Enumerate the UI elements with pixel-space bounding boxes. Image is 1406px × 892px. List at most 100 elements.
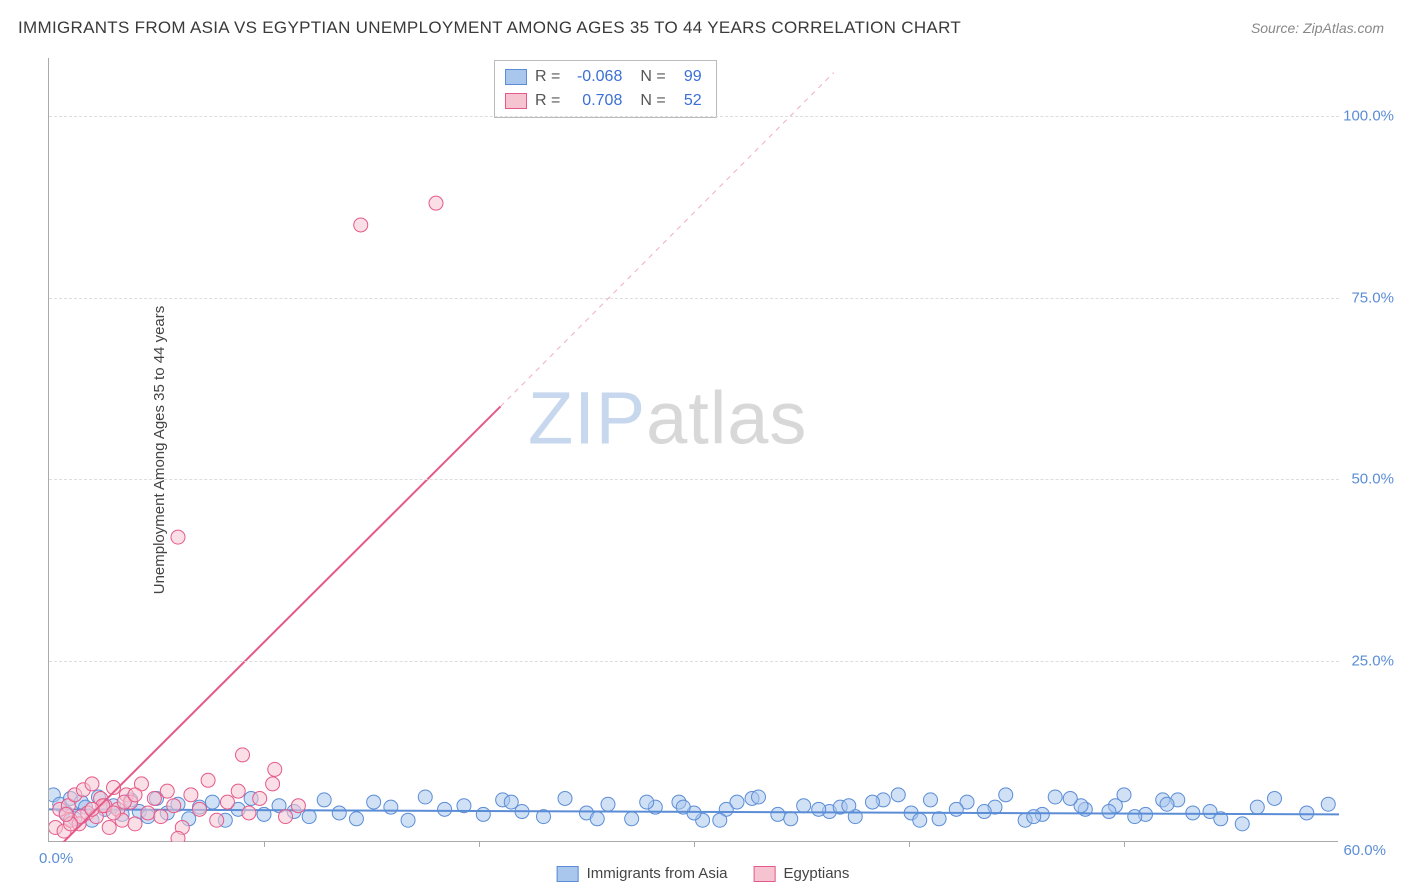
ytick-label: 25.0% <box>1351 652 1394 669</box>
n-value-blue: 99 <box>674 65 702 89</box>
scatter-point <box>171 530 185 544</box>
scatter-point <box>171 831 185 842</box>
scatter-point <box>601 797 615 811</box>
n-value-pink: 52 <box>674 89 702 113</box>
scatter-point <box>1300 806 1314 820</box>
scatter-point <box>317 793 331 807</box>
scatter-point <box>141 806 155 820</box>
scatter-point <box>193 802 207 816</box>
r-label: R = <box>535 89 560 113</box>
r-value-pink: 0.708 <box>568 89 622 113</box>
scatter-point <box>128 817 142 831</box>
x-end-label: 60.0% <box>1343 842 1386 859</box>
stats-row-pink: R = 0.708 N = 52 <box>505 89 702 113</box>
ytick-label: 50.0% <box>1351 471 1394 488</box>
stats-legend: R = -0.068 N = 99 R = 0.708 N = 52 <box>494 60 717 118</box>
swatch-blue <box>505 69 527 85</box>
scatter-point <box>590 812 604 826</box>
scatter-point <box>949 802 963 816</box>
scatter-point <box>1250 800 1264 814</box>
scatter-point <box>384 800 398 814</box>
scatter-point <box>349 812 363 826</box>
scatter-point <box>752 790 766 804</box>
plot-area: Unemployment Among Ages 35 to 44 years Z… <box>48 58 1338 842</box>
scatter-point <box>797 799 811 813</box>
legend-item-blue: Immigrants from Asia <box>557 865 728 882</box>
scatter-point <box>812 802 826 816</box>
gridline-h <box>49 116 1339 117</box>
scatter-point <box>438 802 452 816</box>
scatter-point <box>279 810 293 824</box>
xtick <box>909 841 910 847</box>
gridline-h <box>49 661 1339 662</box>
scatter-point <box>842 799 856 813</box>
scatter-point <box>291 799 305 813</box>
scatter-point <box>401 813 415 827</box>
scatter-point <box>201 773 215 787</box>
scatter-point <box>128 788 142 802</box>
scatter-point <box>205 795 219 809</box>
xtick <box>264 841 265 847</box>
swatch-pink <box>754 866 776 882</box>
scatter-point <box>1063 791 1077 805</box>
stats-row-blue: R = -0.068 N = 99 <box>505 65 702 89</box>
swatch-pink <box>505 93 527 109</box>
scatter-point <box>771 807 785 821</box>
scatter-point <box>504 795 518 809</box>
scatter-point <box>865 795 879 809</box>
scatter-point <box>302 810 316 824</box>
scatter-point <box>354 218 368 232</box>
plot-svg <box>49 58 1339 842</box>
xtick <box>479 841 480 847</box>
scatter-point <box>147 791 161 805</box>
scatter-point <box>977 805 991 819</box>
ytick-label: 100.0% <box>1343 108 1394 125</box>
scatter-point <box>1027 810 1041 824</box>
scatter-point <box>167 799 181 813</box>
xtick <box>694 841 695 847</box>
scatter-point <box>913 813 927 827</box>
scatter-point <box>85 777 99 791</box>
scatter-point <box>1235 817 1249 831</box>
scatter-point <box>160 784 174 798</box>
legend-label-pink: Egyptians <box>784 865 850 882</box>
scatter-point <box>429 196 443 210</box>
scatter-point <box>418 790 432 804</box>
scatter-point <box>625 812 639 826</box>
scatter-point <box>220 795 234 809</box>
source-attribution: Source: ZipAtlas.com <box>1251 20 1384 36</box>
scatter-point <box>932 812 946 826</box>
scatter-point <box>891 788 905 802</box>
scatter-point <box>231 784 245 798</box>
r-label: R = <box>535 65 560 89</box>
scatter-point <box>999 788 1013 802</box>
scatter-point <box>253 791 267 805</box>
scatter-point <box>558 791 572 805</box>
chart-container: Unemployment Among Ages 35 to 44 years Z… <box>48 58 1386 842</box>
scatter-point <box>730 795 744 809</box>
scatter-point <box>784 812 798 826</box>
legend-item-pink: Egyptians <box>754 865 850 882</box>
scatter-point <box>236 748 250 762</box>
scatter-point <box>210 813 224 827</box>
gridline-h <box>49 298 1339 299</box>
scatter-point <box>1128 810 1142 824</box>
scatter-point <box>640 795 654 809</box>
scatter-point <box>1160 797 1174 811</box>
ytick-label: 75.0% <box>1351 289 1394 306</box>
scatter-point <box>713 813 727 827</box>
scatter-point <box>1268 791 1282 805</box>
scatter-point <box>332 806 346 820</box>
scatter-point <box>924 793 938 807</box>
scatter-point <box>184 788 198 802</box>
n-label: N = <box>640 89 665 113</box>
legend-label-blue: Immigrants from Asia <box>587 865 728 882</box>
regression-extension <box>501 73 834 407</box>
scatter-point <box>268 762 282 776</box>
chart-title: IMMIGRANTS FROM ASIA VS EGYPTIAN UNEMPLO… <box>18 18 961 38</box>
gridline-h <box>49 479 1339 480</box>
scatter-point <box>1117 788 1131 802</box>
xtick <box>1124 841 1125 847</box>
n-label: N = <box>640 65 665 89</box>
scatter-point <box>266 777 280 791</box>
